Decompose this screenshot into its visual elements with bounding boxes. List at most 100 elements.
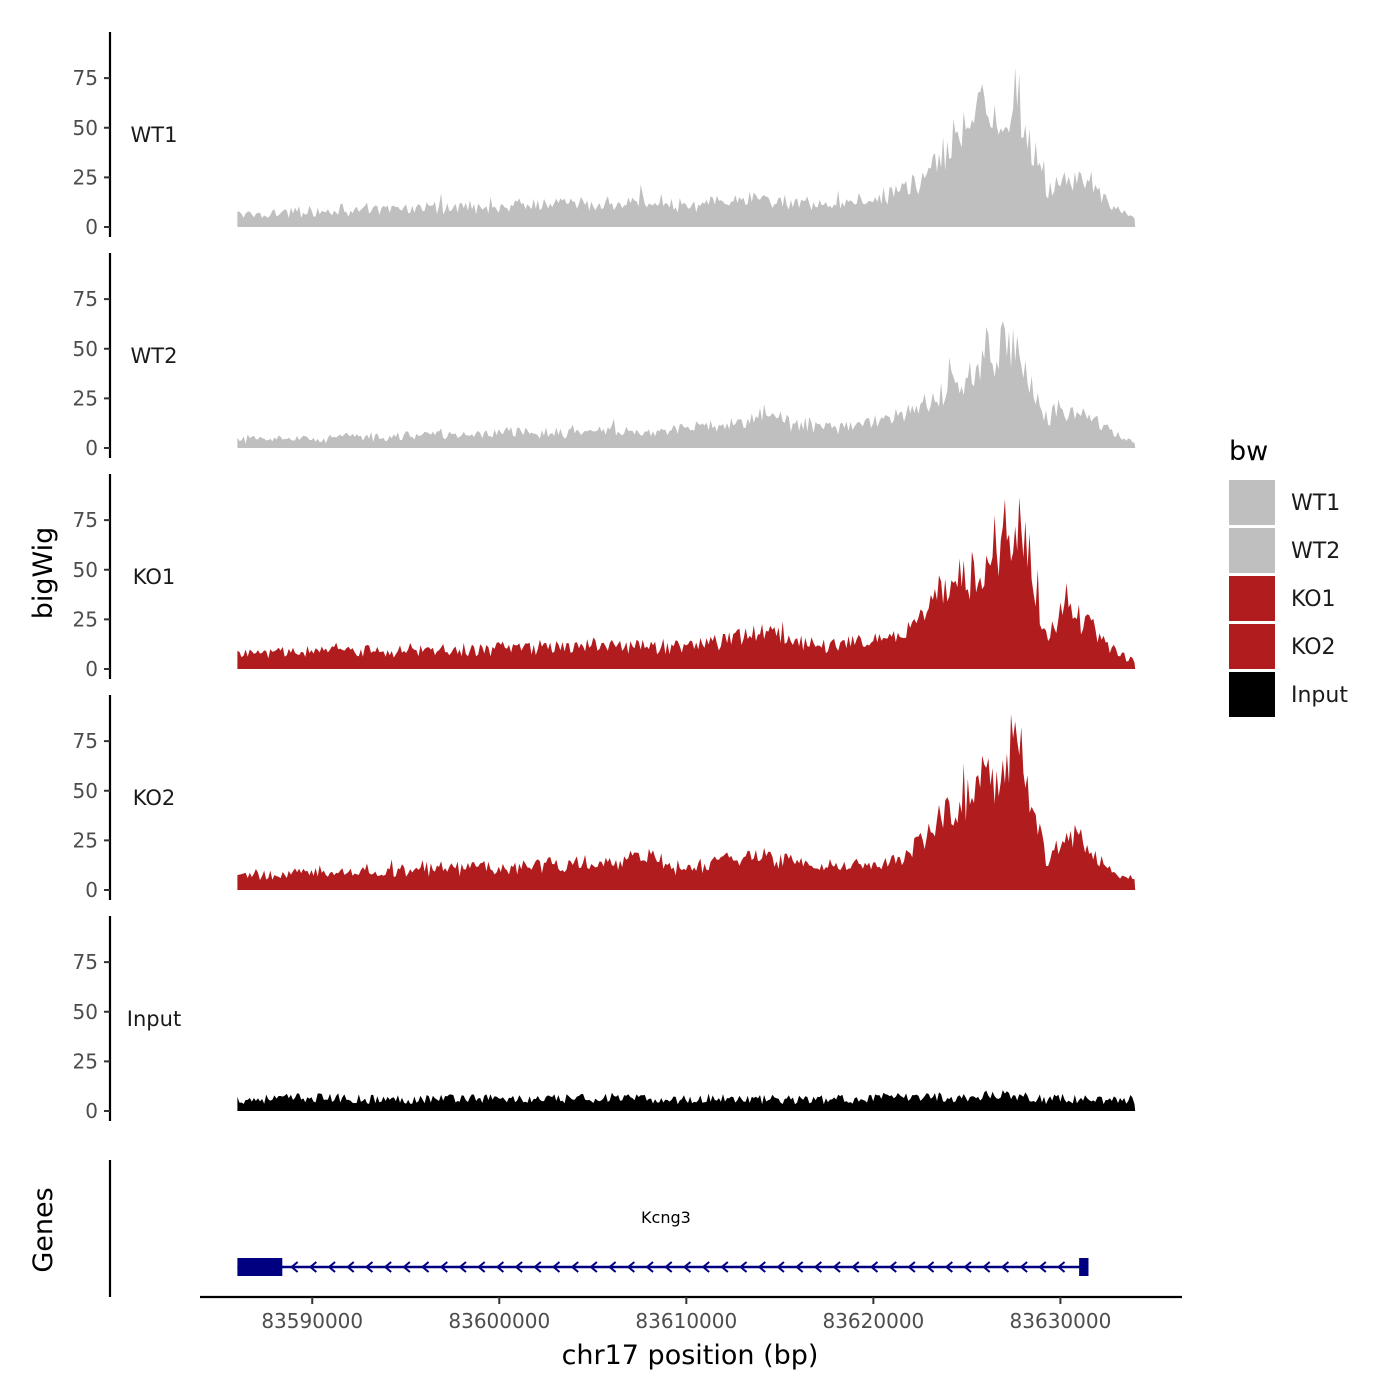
gene-panel-label: Genes <box>28 1187 59 1272</box>
strand-arrow <box>664 1261 673 1273</box>
strand-arrow <box>682 1261 692 1273</box>
legend-swatch-input <box>1229 672 1275 717</box>
strand-arrow <box>383 1261 392 1273</box>
coverage-area-input <box>237 1090 1136 1111</box>
strand-arrow <box>1056 1261 1066 1273</box>
gene-exon <box>237 1258 283 1276</box>
x-tick-label: 83610000 <box>635 1309 737 1333</box>
track-wt2: 0 25 50 75 WT2 <box>73 253 1136 460</box>
y-tick-label: 0 <box>85 657 98 681</box>
legend-swatch-ko1 <box>1229 576 1275 621</box>
x-tick-label: 83600000 <box>448 1309 550 1333</box>
strand-arrow <box>290 1261 299 1273</box>
y-tick-label: 50 <box>73 779 98 803</box>
y-axis-title: bigWig <box>28 527 59 620</box>
strand-arrow <box>926 1261 935 1273</box>
strand-arrow <box>907 1261 916 1273</box>
y-tick-label: 25 <box>73 828 98 852</box>
y-tick-label: 50 <box>73 1000 98 1024</box>
x-tick-label: 83630000 <box>1010 1309 1112 1333</box>
strand-arrow <box>308 1261 317 1273</box>
x-axis: 83590000 83600000 83610000 83620000 83630000 <box>200 1295 1182 1333</box>
track-label: WT2 <box>131 344 178 368</box>
legend-label-ko2: KO2 <box>1291 635 1336 660</box>
gene-name-label: Kcng3 <box>641 1208 691 1227</box>
strand-arrow <box>551 1261 561 1273</box>
y-tick-label: 75 <box>73 66 98 90</box>
strand-arrow <box>364 1261 374 1273</box>
strand-arrow <box>626 1261 635 1273</box>
y-tick-label: 25 <box>73 165 98 189</box>
coverage-area-ko2 <box>237 713 1136 890</box>
y-tick-label: 75 <box>73 950 98 974</box>
strand-arrow <box>739 1261 748 1273</box>
strand-arrow <box>851 1261 860 1273</box>
strand-arrow <box>570 1261 579 1273</box>
y-tick-label: 0 <box>85 215 98 239</box>
y-tick-label: 25 <box>73 1049 98 1073</box>
strand-arrow <box>813 1261 823 1273</box>
x-tick-label: 83590000 <box>261 1309 363 1333</box>
strand-arrow <box>495 1261 505 1273</box>
y-tick-label: 50 <box>73 337 98 361</box>
y-tick-label: 50 <box>73 558 98 582</box>
y-tick-label: 0 <box>85 1099 98 1123</box>
track-label: KO2 <box>133 786 176 810</box>
legend-label-input: Input <box>1291 683 1348 708</box>
y-tick-label: 0 <box>85 878 98 902</box>
track-label: Input <box>127 1007 181 1031</box>
strand-arrow <box>514 1261 523 1273</box>
strand-arrow <box>645 1261 654 1273</box>
strand-arrow <box>458 1261 467 1273</box>
x-axis-title: chr17 position (bp) <box>562 1340 819 1371</box>
y-tick-label: 25 <box>73 607 98 631</box>
strand-arrow <box>888 1261 897 1273</box>
y-tick-label: 75 <box>73 508 98 532</box>
strand-arrow <box>1019 1261 1028 1273</box>
strand-arrow <box>439 1261 448 1273</box>
strand-arrow <box>701 1261 710 1273</box>
track-label: KO1 <box>133 565 176 589</box>
coverage-area-wt1 <box>237 67 1136 227</box>
legend-label-ko1: KO1 <box>1291 587 1336 612</box>
strand-arrow <box>795 1261 804 1273</box>
legend-label-wt2: WT2 <box>1291 539 1340 564</box>
y-tick-label: 25 <box>73 386 98 410</box>
gene-panel: Kcng3 <box>108 1160 1089 1297</box>
y-tick-label: 75 <box>73 729 98 753</box>
x-tick-label: 83620000 <box>822 1309 924 1333</box>
strand-arrow <box>1000 1261 1010 1273</box>
strand-arrow <box>963 1261 972 1273</box>
strand-arrow <box>869 1261 879 1273</box>
legend-label-wt1: WT1 <box>1291 491 1340 516</box>
gene-exon <box>1079 1258 1089 1276</box>
legend: bw WT1 WT2 KO1 KO2 Input <box>1229 436 1348 717</box>
track-label: WT1 <box>131 123 178 147</box>
strand-arrow <box>982 1261 991 1273</box>
legend-swatch-ko2 <box>1229 624 1275 669</box>
y-tick-label: 50 <box>73 116 98 140</box>
strand-arrow <box>589 1261 598 1273</box>
y-tick-label: 75 <box>73 287 98 311</box>
track-input: 0 25 50 75 Input <box>73 916 1136 1123</box>
legend-title: bw <box>1229 436 1268 467</box>
strand-arrow <box>1038 1261 1047 1273</box>
strand-arrow <box>832 1261 841 1273</box>
strand-arrow <box>477 1261 486 1273</box>
strand-arrow <box>402 1261 411 1273</box>
strand-arrow <box>346 1261 355 1273</box>
strand-arrow <box>608 1261 617 1273</box>
track-ko2: 0 25 50 75 KO2 <box>73 695 1136 902</box>
track-ko1: 0 25 50 75 KO1 <box>73 474 1136 681</box>
legend-swatch-wt1 <box>1229 480 1275 525</box>
strand-arrow <box>421 1261 430 1273</box>
strand-arrow <box>944 1261 953 1273</box>
track-wt1: 0 25 50 75 WT1 <box>73 32 1136 239</box>
legend-swatch-wt2 <box>1229 528 1275 573</box>
tracks-layer: 0 25 50 75 WT1 0 25 50 75 WT2 0 25 50 75 KO1 0 25 50 75 KO2… <box>73 32 1136 1123</box>
strand-arrow <box>327 1261 336 1273</box>
y-tick-label: 0 <box>85 436 98 460</box>
strand-arrow <box>776 1261 785 1273</box>
coverage-area-ko1 <box>237 497 1136 669</box>
